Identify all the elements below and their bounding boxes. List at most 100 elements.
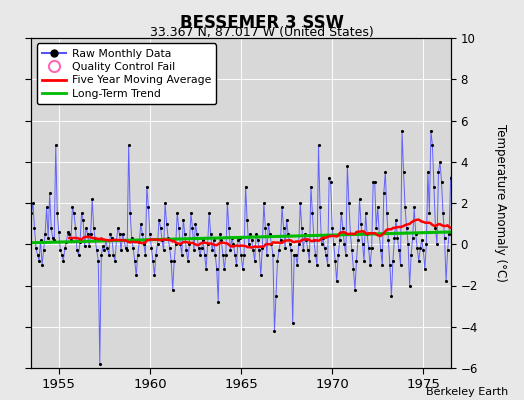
Point (137, 220, 145, 227)
Point (396, 262, 405, 268)
Point (323, 262, 332, 268)
Point (213, 266, 221, 272)
Point (30, 224, 39, 231)
Point (182, 247, 191, 254)
Point (184, 258, 192, 264)
Point (185, 241, 193, 248)
Point (132, 272, 140, 278)
Point (311, 251, 320, 258)
Point (465, 237, 473, 243)
Point (206, 231, 215, 237)
Point (407, 251, 416, 258)
Point (143, 183, 151, 190)
Point (272, 293, 280, 299)
Point (474, 251, 482, 258)
Point (93, 247, 101, 254)
Point (68, 204, 77, 210)
Point (431, 224, 440, 231)
Point (56, 247, 64, 254)
Point (232, 262, 241, 268)
Point (482, 258, 490, 264)
Point (404, 241, 412, 248)
Point (41, 231, 49, 237)
Point (469, 245, 477, 252)
Text: Berkeley Earth: Berkeley Earth (426, 387, 508, 397)
Point (70, 210, 78, 216)
Point (395, 247, 403, 254)
Point (50, 237, 58, 243)
Point (258, 245, 267, 252)
Point (282, 216, 291, 223)
Point (339, 224, 347, 231)
Point (198, 245, 206, 252)
Point (410, 204, 418, 210)
Point (487, 247, 496, 254)
Point (85, 243, 93, 250)
Point (355, 196, 364, 202)
Point (44, 235, 52, 241)
Point (164, 235, 172, 241)
Point (214, 299, 223, 305)
Point (330, 241, 338, 248)
Point (375, 231, 384, 237)
Point (455, 175, 464, 182)
Point (176, 241, 184, 248)
Point (421, 266, 429, 272)
Point (454, 158, 462, 165)
Point (210, 237, 218, 243)
Point (413, 245, 421, 252)
Point (141, 251, 149, 258)
Point (331, 258, 340, 264)
Point (208, 247, 216, 254)
Point (159, 247, 168, 254)
Text: 33.367 N, 87.017 W (United States): 33.367 N, 87.017 W (United States) (150, 26, 374, 39)
Point (73, 247, 81, 254)
Point (307, 183, 315, 190)
Point (187, 210, 195, 216)
Point (294, 241, 303, 248)
Point (439, 210, 447, 216)
Point (102, 237, 110, 243)
Point (250, 258, 259, 264)
Point (362, 210, 370, 216)
Point (171, 241, 180, 248)
Point (360, 258, 368, 264)
Point (414, 258, 423, 264)
Point (230, 241, 238, 248)
Point (472, 241, 481, 248)
Point (261, 224, 269, 231)
Point (377, 247, 385, 254)
Point (333, 278, 341, 284)
Point (36, 237, 45, 243)
Point (38, 262, 46, 268)
Point (200, 251, 209, 258)
Point (64, 229, 72, 235)
Point (363, 231, 372, 237)
Point (88, 196, 96, 202)
Point (247, 237, 256, 243)
Point (120, 237, 128, 243)
Point (486, 245, 494, 252)
Point (240, 251, 248, 258)
Point (115, 231, 124, 237)
Point (118, 231, 127, 237)
Point (480, 235, 488, 241)
Point (293, 262, 301, 268)
Point (167, 258, 176, 264)
Point (381, 169, 389, 175)
Point (348, 247, 356, 254)
Point (205, 210, 213, 216)
Point (49, 235, 57, 241)
Point (335, 237, 344, 243)
Point (76, 239, 84, 245)
Point (450, 196, 458, 202)
Point (478, 216, 487, 223)
Point (117, 247, 125, 254)
Point (308, 210, 316, 216)
Point (47, 224, 56, 231)
Point (276, 237, 285, 243)
Point (446, 175, 455, 182)
Point (378, 262, 387, 268)
Point (161, 200, 169, 206)
Point (281, 245, 289, 252)
